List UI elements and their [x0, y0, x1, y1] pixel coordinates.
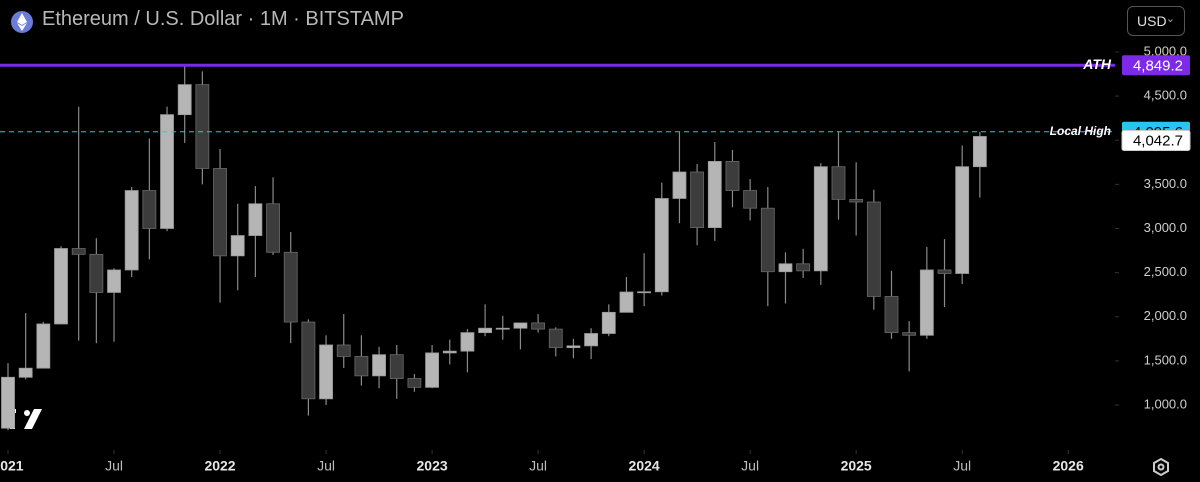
y-tick-label: 1,000.0: [1144, 396, 1187, 411]
y-tick-label: 5,000.0: [1144, 43, 1187, 58]
y-tick-label: 3,000.0: [1144, 220, 1187, 235]
candle-body: [955, 166, 970, 274]
chart-title: Ethereum / U.S. Dollar · 1M · BITSTAMP: [42, 8, 404, 30]
candle-body: [813, 166, 828, 272]
candle-body: [407, 378, 422, 388]
candle-body: [531, 322, 545, 330]
candle-body: [354, 356, 369, 377]
candle-body: [495, 327, 510, 330]
candle-body: [71, 248, 86, 255]
x-tick-label: 2026: [1053, 458, 1084, 474]
candle-body: [36, 323, 51, 369]
level-name: ATH: [1082, 56, 1112, 72]
y-tick-label: 4,500.0: [1144, 88, 1187, 103]
x-tick-label: 2025: [841, 458, 872, 474]
candle-body: [124, 190, 139, 271]
candle-body: [89, 253, 104, 293]
candle-body: [866, 201, 881, 297]
candle-body: [760, 207, 775, 273]
eth-glyph: [17, 13, 27, 31]
x-tick-label: Jul: [741, 458, 759, 474]
candle-body: [18, 367, 33, 378]
candle-body: [230, 235, 245, 257]
candle-body: [301, 321, 316, 400]
candle-body: [690, 171, 705, 229]
candle-body: [707, 161, 722, 229]
candle-body: [442, 350, 457, 354]
candle-body: [478, 327, 492, 334]
candle-body: [389, 354, 404, 379]
candle-body: [849, 198, 864, 203]
y-tick-label: 3,500.0: [1144, 176, 1187, 191]
candle-body: [54, 248, 68, 325]
x-tick-label: Jul: [317, 458, 335, 474]
x-tick-label: 2023: [417, 458, 448, 474]
x-tick-label: Jul: [529, 458, 547, 474]
candle-body: [195, 84, 210, 169]
x-tick-label: 2021: [0, 458, 24, 474]
candle-body: [107, 269, 121, 293]
candle-body: [319, 344, 333, 400]
candle-body: [902, 332, 917, 336]
candle-body: [919, 269, 934, 336]
candle-body: [548, 328, 563, 349]
candle-body: [513, 322, 528, 329]
currency-button[interactable]: USD ⌄: [1127, 6, 1185, 36]
candle-body: [743, 190, 758, 209]
candle-body: [654, 198, 669, 293]
last-price: 4,042.7: [1133, 132, 1183, 149]
candle-body: [619, 291, 634, 313]
level-price-box: [1122, 55, 1190, 76]
candle-body: [566, 345, 581, 349]
candle-body: [248, 203, 263, 236]
currency-label: USD: [1137, 13, 1167, 29]
candle-body: [425, 352, 439, 388]
y-tick-label: 2,000.0: [1144, 308, 1187, 323]
candle-body: [884, 296, 899, 334]
candle-body: [601, 311, 616, 334]
candle-body: [831, 166, 846, 200]
candle-body: [142, 190, 157, 229]
candle-body: [937, 269, 952, 274]
x-tick-label: 2022: [204, 458, 235, 474]
candle-body: [372, 354, 386, 377]
candle-body: [972, 136, 987, 168]
candle-body: [160, 114, 174, 229]
level-price: 4,849.2: [1133, 57, 1183, 74]
candle-body: [778, 263, 793, 273]
candle-body: [336, 344, 351, 357]
x-tick-label: 2024: [629, 458, 660, 474]
candle-body: [584, 333, 599, 347]
candle-body: [672, 171, 687, 199]
candle-body: [637, 291, 652, 294]
candle-body: [796, 263, 811, 272]
x-tick-label: Jul: [953, 458, 971, 474]
candle-body: [283, 251, 298, 323]
candle-body: [266, 203, 280, 253]
candle-body: [213, 168, 227, 257]
x-tick-label: Jul: [105, 458, 123, 474]
last-price-box: [1121, 129, 1191, 151]
y-tick-label: 2,500.0: [1144, 264, 1187, 279]
settings-icon[interactable]: [1153, 457, 1169, 477]
y-tick-label: 1,500.0: [1144, 352, 1187, 367]
level-name: Local High: [1050, 124, 1111, 138]
candle-body: [725, 161, 740, 191]
candle-body: [177, 84, 192, 116]
candle-body: [460, 332, 475, 352]
candle-body: [1, 376, 15, 429]
